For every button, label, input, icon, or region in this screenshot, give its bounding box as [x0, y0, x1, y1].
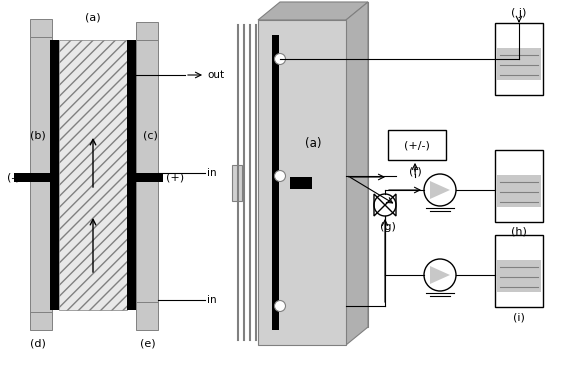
Bar	[232, 165, 242, 201]
Circle shape	[424, 174, 456, 206]
Polygon shape	[430, 181, 450, 199]
Bar	[258, 20, 346, 345]
Text: (h): (h)	[511, 227, 527, 237]
Text: (f): (f)	[409, 167, 421, 177]
Bar	[290, 177, 312, 189]
Polygon shape	[346, 2, 368, 345]
Text: (-): (-)	[7, 173, 19, 183]
Bar	[50, 40, 59, 310]
Bar	[136, 22, 158, 40]
Text: (d): (d)	[30, 338, 46, 348]
Text: (c): (c)	[142, 130, 158, 140]
Bar	[127, 40, 136, 310]
Bar	[136, 40, 158, 305]
Polygon shape	[374, 194, 396, 216]
Circle shape	[274, 170, 286, 181]
Bar	[30, 312, 52, 330]
Bar	[127, 173, 163, 182]
Bar	[495, 235, 543, 307]
Text: (e): (e)	[140, 338, 156, 348]
Polygon shape	[258, 2, 368, 20]
Text: (a): (a)	[304, 137, 321, 150]
Bar	[495, 23, 543, 95]
Circle shape	[274, 300, 286, 311]
Bar	[59, 40, 127, 310]
Circle shape	[424, 259, 456, 291]
Bar	[136, 302, 158, 330]
Text: ( j): ( j)	[511, 8, 527, 18]
Text: (i): (i)	[513, 312, 525, 322]
Bar	[272, 35, 279, 330]
Bar	[30, 37, 52, 315]
Text: (a): (a)	[85, 12, 101, 22]
Bar	[497, 260, 541, 292]
Bar	[497, 48, 541, 80]
Bar	[30, 19, 52, 37]
Polygon shape	[430, 266, 450, 284]
Text: out: out	[207, 70, 224, 80]
Text: (g): (g)	[380, 222, 396, 232]
Text: (+/-): (+/-)	[404, 140, 430, 150]
Bar	[388, 130, 446, 160]
Text: (b): (b)	[30, 130, 46, 140]
Bar	[495, 150, 543, 222]
Text: in: in	[207, 295, 217, 305]
Bar	[280, 2, 368, 327]
Circle shape	[274, 54, 286, 65]
Bar	[497, 175, 541, 207]
Text: in: in	[207, 168, 217, 178]
Bar	[14, 173, 50, 182]
Text: (+): (+)	[166, 173, 184, 183]
